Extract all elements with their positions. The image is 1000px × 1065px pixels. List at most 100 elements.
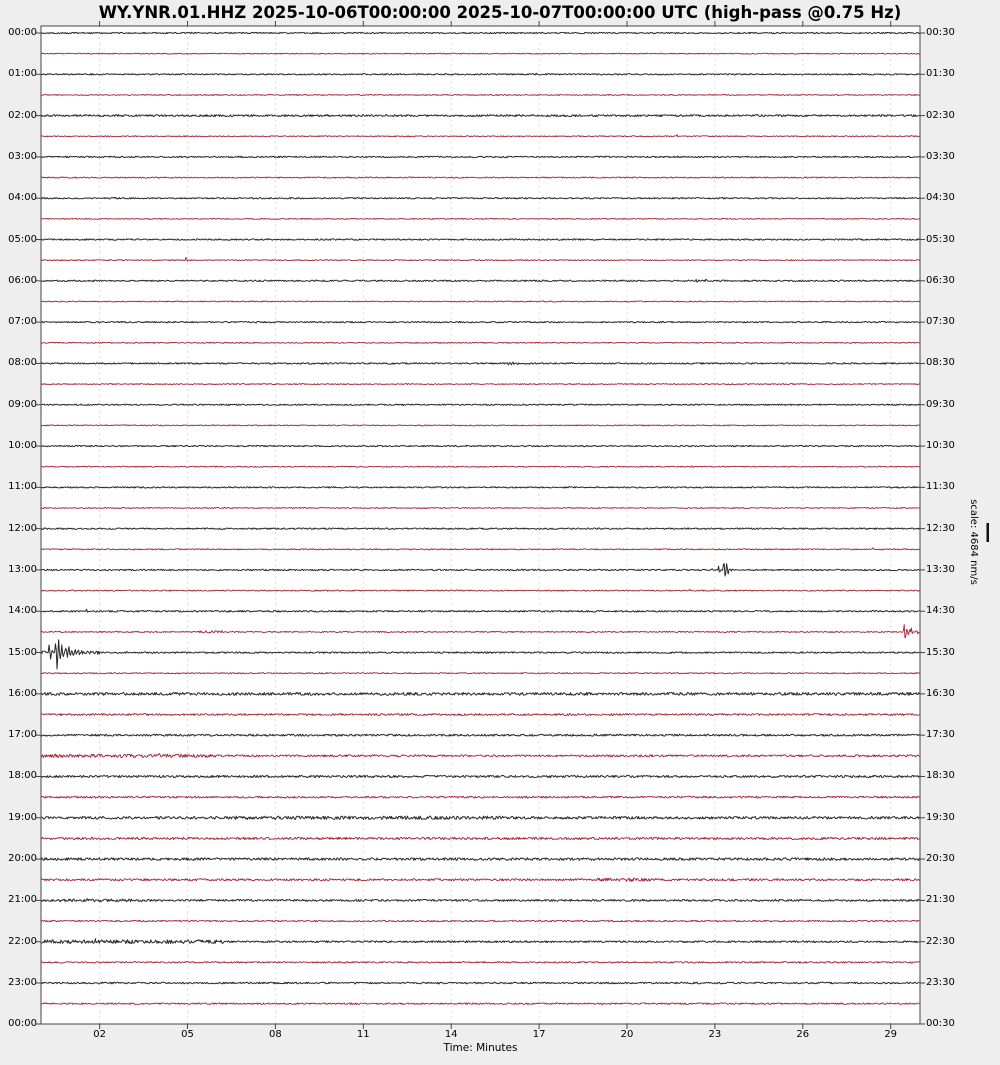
trace-row-1400 [41,608,920,613]
x-tick-label-08: 08 [269,1029,282,1040]
trace-row-1330 [41,588,920,592]
left-time-label-15:00: 15:00 [8,646,37,658]
trace-row-1300 [41,563,920,577]
right-time-label-16:30: 16:30 [926,687,955,699]
right-time-label-07:30: 07:30 [926,316,955,328]
trace-row-0930 [41,424,920,427]
right-time-label-00:30: 00:30 [926,27,955,38]
trace-row-2330 [41,1002,920,1006]
x-tick-label-29: 29 [884,1029,898,1040]
left-time-label-19:00: 19:00 [8,811,37,823]
plot-area [41,26,920,1024]
right-time-label-02:30: 02:30 [926,109,955,121]
trace-row-1200 [41,527,920,530]
trace-row-0500 [41,238,920,241]
x-tick-label-02: 02 [93,1029,106,1040]
trace-row-1500 [41,639,920,670]
scale-bar [986,523,989,542]
trace-row-1030 [41,465,920,468]
amplitude-scale-label: scale: 4684 nm/s [968,499,979,585]
trace-row-1930 [41,836,920,841]
chart-title: WY.YNR.01.HHZ 2025-10-06T00:00:00 2025-1… [98,3,902,22]
x-tick-label-14: 14 [444,1029,458,1040]
right-time-label-14:30: 14:30 [926,605,955,617]
trace-row-0300 [41,155,920,159]
trace-row-1100 [41,486,920,489]
trace-row-0430 [41,217,920,220]
trace-row-0400 [41,197,920,200]
left-time-label-03:00: 03:00 [8,150,37,162]
right-time-label-17:30: 17:30 [926,729,955,741]
trace-row-2200 [41,938,920,945]
trace-row-0700 [41,320,920,324]
right-time-label-18:30: 18:30 [926,770,955,782]
right-time-label-22:30: 22:30 [926,935,955,947]
right-time-label-00:30: 00:30 [926,1018,955,1029]
trace-row-1830 [41,795,920,799]
x-tick-label-11: 11 [356,1029,370,1040]
left-time-label-22:00: 22:00 [8,935,37,947]
trace-row-0830 [41,383,920,386]
left-time-label-09:00: 09:00 [8,398,37,410]
trace-row-0200 [41,114,920,118]
right-time-label-06:30: 06:30 [926,274,955,286]
trace-row-0100 [41,72,920,76]
right-time-label-21:30: 21:30 [926,894,955,906]
x-tick-label-17: 17 [532,1029,546,1040]
trace-row-1130 [41,507,920,509]
right-time-label-13:30: 13:30 [926,563,955,575]
right-time-label-05:30: 05:30 [926,233,955,245]
left-time-label-17:00: 17:00 [8,729,37,741]
right-time-label-08:30: 08:30 [926,357,955,369]
right-time-label-04:30: 04:30 [926,192,955,204]
trace-lines [41,31,920,1006]
trace-row-2030 [41,877,920,882]
left-time-label-08:00: 08:00 [8,357,37,369]
trace-row-0530 [41,257,920,262]
axis-ticks [36,21,925,1029]
left-time-label-12:00: 12:00 [8,522,37,534]
left-time-label-18:00: 18:00 [8,770,37,782]
x-tick-label-20: 20 [620,1029,634,1040]
left-time-label-00:00: 00:00 [8,1018,37,1029]
left-time-label-14:00: 14:00 [8,605,37,617]
x-axis-title: Time: Minutes [443,1042,518,1054]
trace-row-1000 [41,444,920,448]
trace-row-2100 [41,898,920,903]
trace-row-0600 [41,278,920,283]
trace-row-1630 [41,713,920,716]
right-time-label-15:30: 15:30 [926,646,955,658]
trace-row-0900 [41,403,920,406]
trace-row-0130 [41,93,920,96]
trace-row-1900 [41,815,920,820]
trace-row-0230 [41,134,920,138]
trace-row-0730 [41,341,920,344]
left-time-label-13:00: 13:00 [8,563,37,575]
trace-row-0000 [41,31,920,35]
trace-row-1230 [41,547,920,551]
trace-row-1800 [41,774,920,779]
trace-row-0030 [41,52,920,55]
right-time-label-01:30: 01:30 [926,68,955,80]
trace-row-1530 [41,672,920,675]
right-time-label-20:30: 20:30 [926,853,955,865]
x-tick-label-26: 26 [796,1029,810,1040]
x-tick-label-05: 05 [181,1029,194,1040]
right-time-label-09:30: 09:30 [926,398,955,410]
left-time-label-02:00: 02:00 [8,109,37,121]
trace-row-2130 [41,919,920,923]
trace-row-0800 [41,361,920,366]
trace-row-1600 [41,691,920,696]
right-time-label-19:30: 19:30 [926,811,955,823]
right-time-label-10:30: 10:30 [926,440,955,452]
left-time-label-05:00: 05:00 [8,233,37,245]
left-time-label-11:00: 11:00 [8,481,37,493]
left-time-label-23:00: 23:00 [8,976,37,988]
left-time-label-20:00: 20:00 [8,853,37,865]
trace-row-1700 [41,733,920,737]
trace-row-1730 [41,753,920,758]
right-time-label-11:30: 11:30 [926,481,955,493]
left-time-label-01:00: 01:00 [8,68,37,80]
